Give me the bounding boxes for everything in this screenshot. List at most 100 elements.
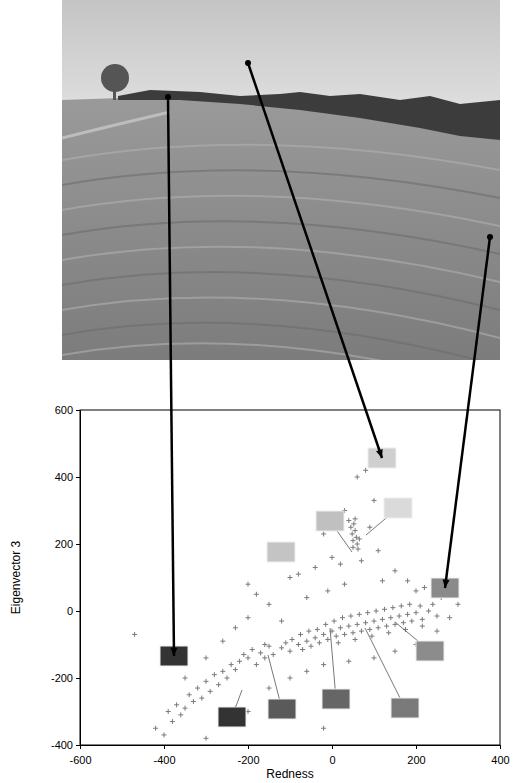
point [397, 614, 402, 619]
y-tick: -200 [51, 672, 80, 684]
y-tick-mark [76, 544, 80, 545]
y-tick-mark [76, 745, 80, 746]
point [162, 732, 167, 737]
point [405, 578, 410, 583]
x-tick-label: -400 [153, 754, 175, 766]
point [241, 652, 246, 657]
point [382, 607, 387, 612]
point [426, 609, 431, 614]
x-tick-mark [416, 745, 417, 749]
arrow-line [445, 237, 490, 588]
point [254, 592, 259, 597]
point [204, 655, 209, 660]
y-tick: -400 [51, 739, 80, 751]
point [271, 652, 276, 657]
point [288, 649, 293, 654]
point [183, 706, 188, 711]
y-tick-mark [76, 410, 80, 411]
point [254, 662, 259, 667]
photo-streak [62, 343, 500, 360]
plot-frame [80, 410, 500, 745]
point [365, 610, 370, 615]
point [407, 602, 412, 607]
point [325, 637, 330, 642]
point [353, 528, 358, 533]
point [351, 521, 356, 526]
y-tick-label: 400 [55, 471, 73, 483]
point [262, 655, 267, 660]
point [363, 620, 368, 625]
image-patch [431, 578, 459, 598]
y-tick-label: 200 [55, 538, 73, 550]
y-tick-mark [76, 611, 80, 612]
point [233, 625, 238, 630]
point [384, 624, 389, 629]
y-tick: 400 [55, 471, 80, 483]
photo [62, 0, 500, 360]
point [132, 632, 137, 637]
x-tick: 0 [329, 745, 335, 766]
point [420, 624, 425, 629]
image-patch [267, 542, 295, 562]
point [374, 609, 379, 614]
arrow-head [170, 648, 177, 656]
photo-trunk [113, 84, 116, 100]
image-patch [322, 689, 350, 709]
point [418, 603, 423, 608]
image-patch [218, 707, 246, 727]
point [208, 689, 213, 694]
point [321, 662, 326, 667]
point [279, 619, 284, 624]
point [212, 672, 217, 677]
point [346, 659, 351, 664]
point [298, 632, 303, 637]
x-tick-mark [332, 745, 333, 749]
x-tick: -400 [153, 745, 175, 766]
point [359, 629, 364, 634]
point [376, 548, 381, 553]
x-tick-label: 400 [491, 754, 509, 766]
y-tick: 200 [55, 538, 80, 550]
point [246, 615, 251, 620]
arrow-line [168, 97, 174, 656]
image-patch [160, 646, 188, 666]
photo-streak [62, 170, 500, 198]
arrow-head [376, 449, 383, 458]
point [357, 536, 362, 541]
point [409, 619, 414, 624]
point [405, 612, 410, 617]
point [204, 679, 209, 684]
point [166, 709, 171, 714]
point [178, 712, 183, 717]
point [317, 640, 322, 645]
point [187, 692, 192, 697]
point [372, 498, 377, 503]
y-axis-line [76, 411, 81, 746]
point [401, 620, 406, 625]
photo-streak [62, 323, 500, 360]
image-patch [268, 699, 296, 719]
photo-streak [62, 298, 500, 339]
point [220, 669, 225, 674]
arrow-dot [487, 234, 493, 240]
point [380, 617, 385, 622]
point [346, 518, 351, 523]
point [288, 676, 293, 681]
point [315, 627, 320, 632]
x-axis: -600-400-2000200400 [69, 745, 509, 766]
point [348, 614, 353, 619]
point [399, 603, 404, 608]
y-tick-label: -400 [51, 739, 73, 751]
point [330, 555, 335, 560]
point [250, 647, 255, 652]
point [390, 605, 395, 610]
point [174, 702, 179, 707]
points [132, 468, 460, 741]
point [336, 640, 341, 645]
arrow-dot [165, 94, 171, 100]
arrow-head [443, 579, 450, 588]
photo-streak [62, 196, 500, 226]
point [367, 627, 372, 632]
image-patch [316, 511, 344, 531]
point [183, 676, 188, 681]
